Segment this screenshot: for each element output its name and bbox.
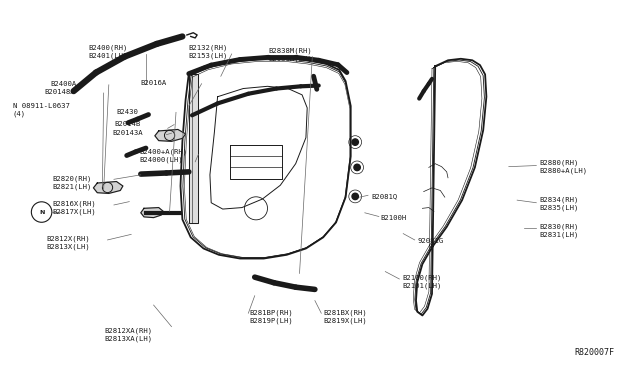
- Text: B281BP(RH)
B2819P(LH): B281BP(RH) B2819P(LH): [250, 310, 293, 324]
- Text: N 08911-L0637
(4): N 08911-L0637 (4): [13, 103, 70, 117]
- Circle shape: [352, 193, 358, 200]
- Text: B2016A: B2016A: [141, 80, 167, 86]
- Text: B2400A: B2400A: [50, 81, 76, 87]
- Text: B2100H: B2100H: [381, 215, 407, 221]
- Text: B2880(RH)
B2880+A(LH): B2880(RH) B2880+A(LH): [539, 160, 587, 174]
- Text: B2830(RH)
B2831(LH): B2830(RH) B2831(LH): [539, 224, 579, 238]
- Text: B2081Q: B2081Q: [371, 193, 397, 199]
- Circle shape: [354, 164, 360, 171]
- Polygon shape: [93, 182, 123, 193]
- Text: B2820(RH)
B2821(LH): B2820(RH) B2821(LH): [52, 175, 92, 189]
- Polygon shape: [155, 129, 186, 141]
- Text: B2014B: B2014B: [114, 121, 140, 126]
- Circle shape: [352, 139, 358, 145]
- Text: B2812XA(RH)
B2813XA(LH): B2812XA(RH) B2813XA(LH): [104, 328, 152, 342]
- Text: B2812X(RH)
B2813X(LH): B2812X(RH) B2813X(LH): [46, 235, 90, 250]
- Polygon shape: [189, 74, 198, 223]
- Text: B2430: B2430: [116, 109, 138, 115]
- Text: 92081G: 92081G: [417, 238, 444, 244]
- Text: B2400+A(RH)
B24000(LH): B2400+A(RH) B24000(LH): [140, 148, 188, 163]
- Text: B2400(RH)
B2401(LH): B2400(RH) B2401(LH): [88, 44, 128, 58]
- Text: B2834(RH)
B2835(LH): B2834(RH) B2835(LH): [539, 197, 579, 211]
- Text: B281BX(RH)
B2819X(LH): B281BX(RH) B2819X(LH): [323, 310, 367, 324]
- Text: R820007F: R820007F: [575, 348, 614, 357]
- Text: B2100(RH)
B2101(LH): B2100(RH) B2101(LH): [402, 275, 442, 289]
- Polygon shape: [141, 208, 163, 218]
- Text: N: N: [39, 209, 44, 215]
- Text: B2132(RH)
B2153(LH): B2132(RH) B2153(LH): [189, 44, 228, 58]
- Text: B20148A: B20148A: [45, 89, 76, 95]
- Text: B2816X(RH)
B2817X(LH): B2816X(RH) B2817X(LH): [52, 201, 96, 215]
- Text: B20143A: B20143A: [112, 130, 143, 136]
- Text: B2838M(RH)
B2039M(LH): B2838M(RH) B2039M(LH): [269, 48, 312, 62]
